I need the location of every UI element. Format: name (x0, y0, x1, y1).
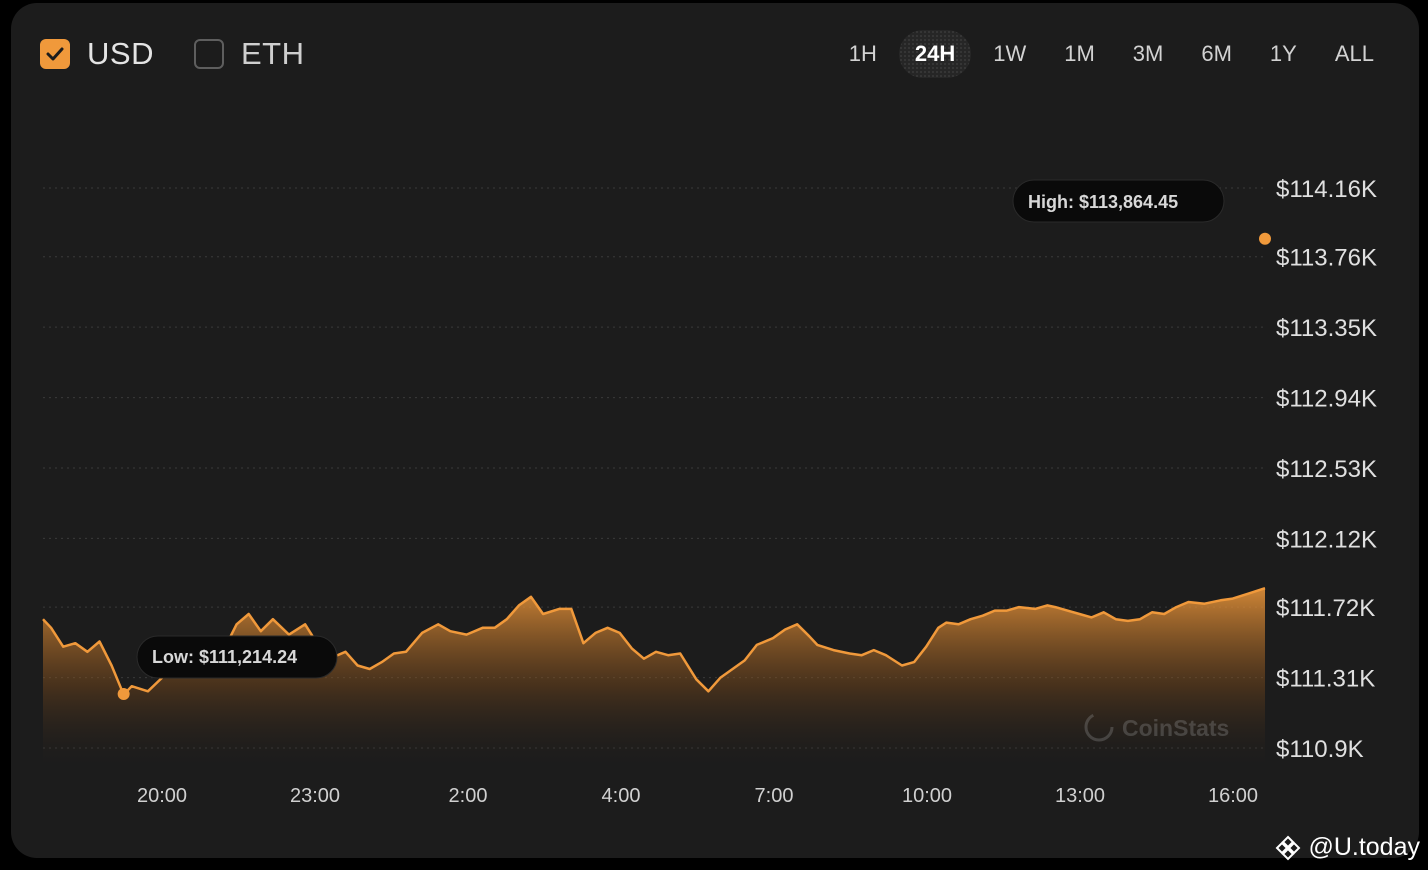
toggle-usd[interactable]: USD (40, 36, 154, 72)
y-tick-label: $114.16K (1276, 176, 1377, 203)
x-tick-label: 7:00 (755, 785, 794, 807)
low-point-marker (117, 688, 130, 701)
high-tooltip: High: $113,864.45 (1012, 179, 1225, 223)
y-tick-label: $112.12K (1276, 526, 1377, 553)
site-watermark-text: @U.today (1308, 833, 1420, 861)
high-point-marker (1259, 232, 1271, 245)
price-area (43, 588, 1265, 768)
range-3m[interactable]: 3M (1132, 41, 1164, 66)
coinstats-text: CoinStats (1122, 715, 1229, 741)
usd-checkbox[interactable] (40, 39, 70, 69)
x-tick-label: 10:00 (902, 785, 952, 807)
eth-label: ETH (240, 36, 305, 71)
range-24h[interactable]: 24H (898, 30, 972, 78)
y-tick-label: $113.76K (1276, 245, 1377, 272)
price-line (42, 587, 1266, 696)
coinstats-logo-icon (1084, 712, 1114, 742)
range-1y[interactable]: 1Y (1269, 41, 1297, 66)
x-tick-label: 20:00 (137, 785, 187, 807)
low-tooltip: Low: $111,214.24 (136, 635, 338, 679)
y-tick-label: $111.72K (1276, 595, 1375, 622)
x-tick-label: 16:00 (1208, 785, 1258, 807)
x-axis-labels: 20:00 23:00 2:00 4:00 7:00 10:00 13:00 16:00 (137, 785, 1258, 807)
x-tick-label: 13:00 (1055, 785, 1105, 807)
range-1h[interactable]: 1H (848, 41, 877, 66)
x-tick-label: 23:00 (290, 785, 340, 807)
low-tooltip-text: Low: $111,214.24 (152, 647, 297, 667)
time-range-selector: 1H 24H 1W 1M 3M 6M 1Y ALL (827, 30, 1390, 78)
currency-toggles: USD ETH (40, 36, 344, 72)
toggle-eth[interactable]: ETH (193, 36, 305, 72)
site-watermark: @U.today (1274, 833, 1420, 862)
eth-checkbox[interactable] (193, 39, 224, 69)
y-tick-label: $111.31K (1276, 666, 1375, 693)
range-1m[interactable]: 1M (1064, 41, 1095, 66)
range-1w[interactable]: 1W (993, 41, 1027, 66)
x-tick-label: 2:00 (449, 785, 488, 807)
coinstats-watermark: CoinStats (1084, 712, 1229, 742)
x-tick-label: 4:00 (602, 785, 641, 807)
y-tick-label: $110.9K (1276, 736, 1364, 763)
y-tick-label: $113.35K (1276, 315, 1377, 342)
y-tick-label: $112.53K (1276, 456, 1377, 483)
high-tooltip-text: High: $113,864.45 (1028, 192, 1178, 212)
checkmark-icon (46, 47, 64, 61)
range-all[interactable]: ALL (1334, 41, 1374, 66)
binance-logo-icon (1276, 835, 1301, 860)
range-6m[interactable]: 6M (1201, 41, 1232, 66)
y-axis-labels: $114.16K $113.76K $113.35K $112.94K $112.53K… (1276, 176, 1377, 763)
y-tick-label: $112.94K (1276, 386, 1377, 413)
usd-label: USD (87, 36, 154, 71)
